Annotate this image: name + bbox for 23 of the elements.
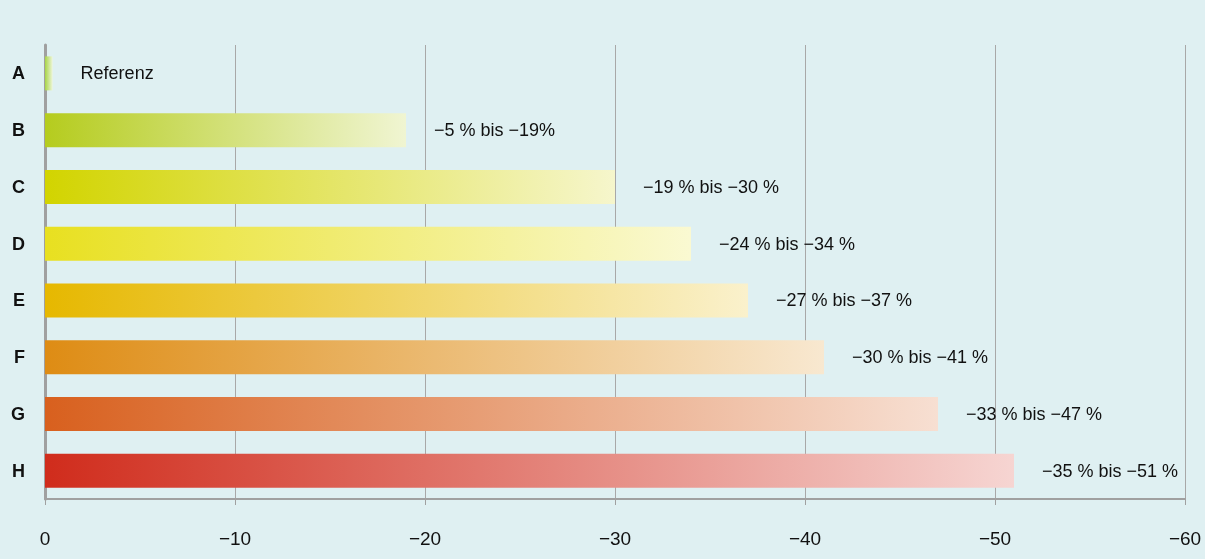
y-tick-label: B	[12, 120, 25, 141]
x-tick-label: −40	[788, 528, 822, 549]
data-label: −33 % bis −47 %	[966, 403, 1103, 424]
data-label: Referenz	[80, 63, 154, 84]
y-tick-label: G	[10, 403, 25, 424]
x-tick-label: −50	[978, 528, 1012, 549]
x-tick-label: −60	[1168, 528, 1202, 549]
data-label: −35 % bis −51 %	[1042, 460, 1179, 481]
y-tick-label: F	[14, 347, 25, 368]
y-tick-label: D	[12, 233, 25, 254]
y-tick-label: H	[12, 460, 25, 481]
y-tick-label: E	[12, 290, 25, 311]
x-tick-label: −30	[598, 528, 632, 549]
data-label: −30 % bis −41 %	[852, 347, 989, 368]
data-label: −5 % bis −19%	[434, 120, 556, 141]
data-label: −19 % bis −30 %	[643, 176, 780, 197]
y-tick-label: C	[12, 176, 25, 197]
x-tick-label: −20	[408, 528, 442, 549]
x-tick-label: −10	[218, 528, 252, 549]
x-tick-label: 0	[39, 528, 51, 549]
data-label: −27 % bis −37 %	[776, 290, 913, 311]
data-label: −24 % bis −34 %	[719, 233, 856, 254]
y-tick-label: A	[12, 63, 25, 84]
